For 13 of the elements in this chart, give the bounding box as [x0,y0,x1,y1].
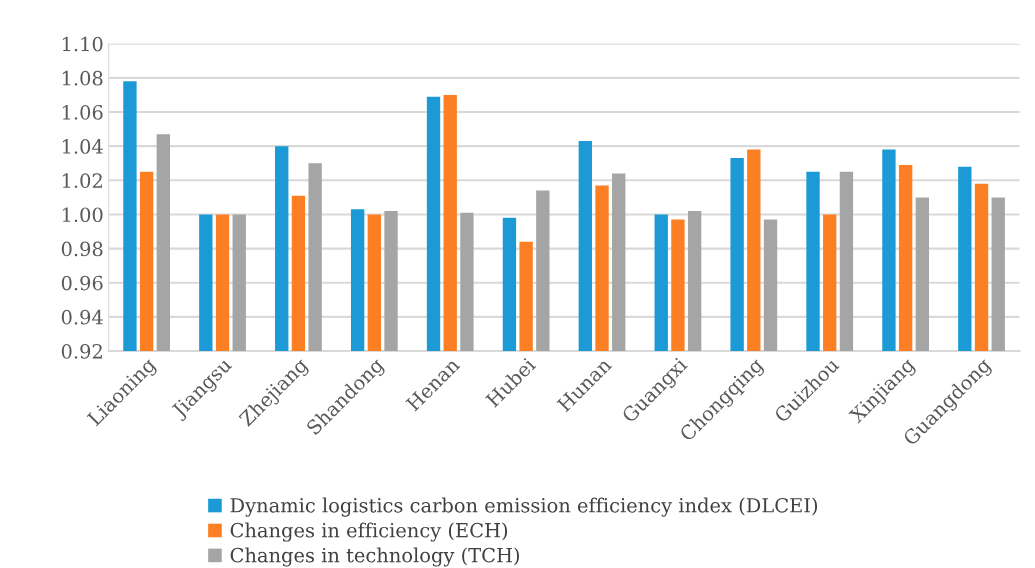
y-tick-label: 0.94 [61,309,103,325]
legend-label: Changes in efficiency (ECH) [230,522,508,542]
y-tick-label: 1.06 [62,104,103,120]
y-tick-label: 1.00 [62,207,103,223]
y-tick-label: 0.92 [61,343,102,359]
y-tick-label: 1.08 [62,70,103,86]
y-tick-label: 1.10 [62,36,103,52]
legend-label: Dynamic logistics carbon emission efficiency index (DLCEI) [230,497,818,517]
y-tick-label: 1.04 [62,139,103,154]
y-tick-label: 1.02 [62,173,102,188]
y-tick-label: 0.96 [61,275,103,291]
y-tick-label: 0.98 [61,241,103,257]
legend-label: Changes in technology (TCH) [230,547,520,567]
